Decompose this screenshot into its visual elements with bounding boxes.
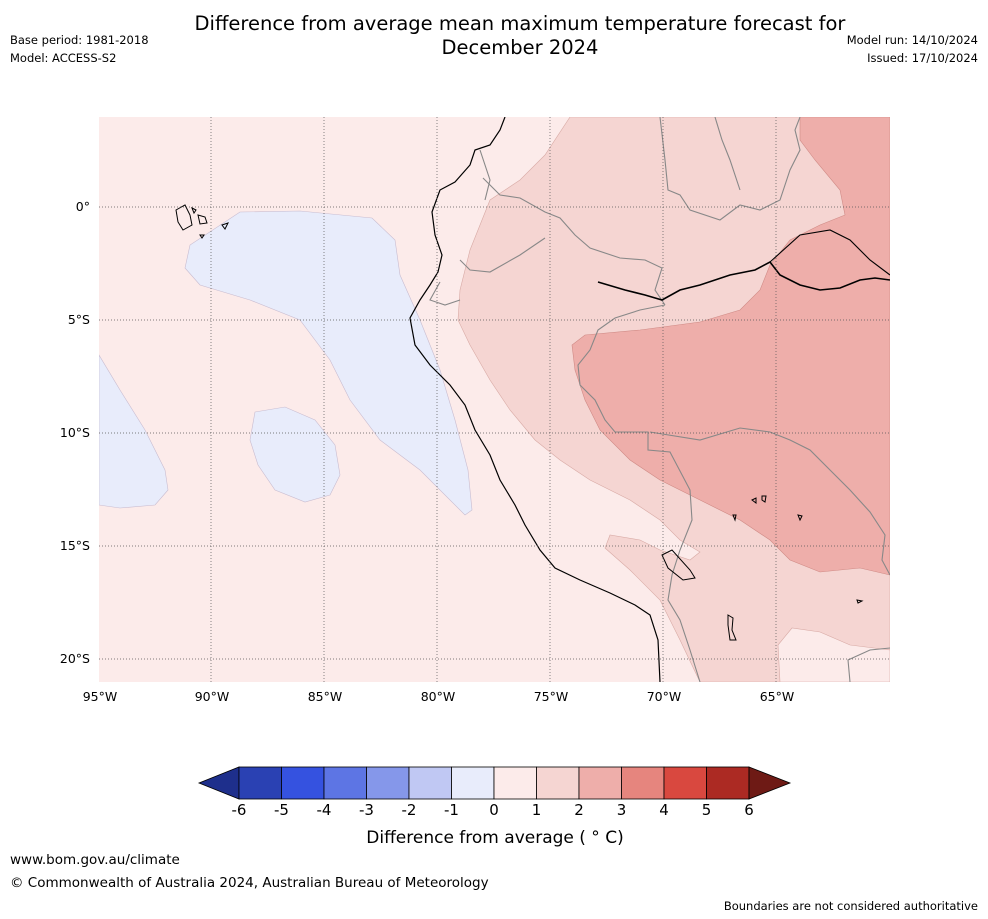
colorbar	[197, 766, 792, 800]
lon-label-95w: 95°W	[82, 689, 118, 704]
colorbar-tick-label: -1	[444, 801, 459, 819]
title-line-2: December 2024	[441, 36, 599, 59]
coastline	[409, 117, 661, 682]
colorbar-swatch-4	[366, 766, 410, 800]
lon-label-75w: 75°W	[533, 689, 569, 704]
colorbar-swatch-10	[621, 766, 665, 800]
anomaly-region-2-to-3	[571, 117, 890, 576]
lon-label-85w: 85°W	[307, 689, 343, 704]
footer-note: Boundaries are not considered authoritat…	[723, 899, 978, 913]
colorbar-swatches	[197, 766, 792, 800]
chart-title: Difference from average mean maximum tem…	[120, 12, 920, 60]
anomaly-region-minus1-to-0-a	[184, 210, 473, 516]
colorbar-tick-label: -2	[401, 801, 417, 819]
colorbar-label: Difference from average ( ° C)	[366, 828, 624, 848]
colorbar-swatch-11	[663, 766, 707, 800]
meta-right: Model run: 14/10/2024 Issued: 17/10/2024	[847, 31, 978, 67]
colorbar-swatch-9	[578, 766, 622, 800]
base-period-text: Base period: 1981-2018	[10, 33, 149, 47]
lon-label-70w: 70°W	[646, 689, 682, 704]
footer-url: www.bom.gov.au/climate	[10, 852, 180, 868]
issued-text: Issued: 17/10/2024	[867, 51, 978, 65]
colorbar-tick-label: 5	[701, 801, 712, 819]
small-lakes	[727, 495, 864, 641]
title-line-1: Difference from average mean maximum tem…	[194, 12, 846, 35]
graticule	[99, 117, 890, 682]
colorbar-swatch-6	[451, 766, 495, 800]
colorbar-swatch-7	[493, 766, 537, 800]
forecast-map	[99, 117, 890, 682]
anomaly-region-minus1-to-0-c	[99, 354, 169, 509]
colorbar-tick-label: -4	[316, 801, 332, 819]
colorbar-tick-label: 4	[659, 801, 669, 819]
footer-copyright: © Commonwealth of Australia 2024, Austra…	[10, 875, 489, 891]
lat-label-15s: 15°S	[59, 538, 90, 553]
map-plot-area	[99, 117, 890, 682]
colorbar-tick-label: 6	[744, 801, 754, 819]
model-text: Model: ACCESS-S2	[10, 51, 117, 65]
lon-label-80w: 80°W	[420, 689, 456, 704]
colorbar-tick-label: -3	[359, 801, 374, 819]
lon-label-65w: 65°W	[759, 689, 795, 704]
colorbar-tick-label: 3	[616, 801, 627, 819]
colorbar-tick-label: 2	[574, 801, 584, 819]
lat-label-10s: 10°S	[59, 425, 90, 440]
river-tributary	[769, 229, 890, 276]
amazon-river	[597, 260, 890, 301]
lon-label-90w: 90°W	[194, 689, 230, 704]
colorbar-tick-label: -5	[274, 801, 289, 819]
country-borders	[429, 117, 890, 682]
colorbar-tick-label: 1	[531, 801, 542, 819]
lat-label-20s: 20°S	[59, 651, 90, 666]
colorbar-tick-label: 0	[489, 801, 499, 819]
colorbar-extend-high	[748, 766, 792, 800]
meta-left: Base period: 1981-2018 Model: ACCESS-S2	[10, 31, 149, 67]
colorbar-swatch-2	[281, 766, 325, 800]
lake-titicaca	[661, 549, 696, 581]
colorbar-swatch-12	[706, 766, 750, 800]
anomaly-region-0-to-1-south	[777, 627, 890, 682]
colorbar-swatch-3	[323, 766, 367, 800]
colorbar-tick-label: -6	[231, 801, 247, 819]
anomaly-region-minus1-to-0-b	[249, 406, 341, 503]
colorbar-swatch-1	[238, 766, 282, 800]
colorbar-ticks: -6 -5 -4 -3 -2 -1 0 1 2 3 4 5 6	[231, 801, 754, 819]
lat-label-5s: 5°S	[67, 312, 90, 327]
model-run-text: Model run: 14/10/2024	[846, 33, 978, 47]
galapagos-islands	[175, 204, 229, 239]
lat-label-0: 0°	[75, 199, 90, 214]
